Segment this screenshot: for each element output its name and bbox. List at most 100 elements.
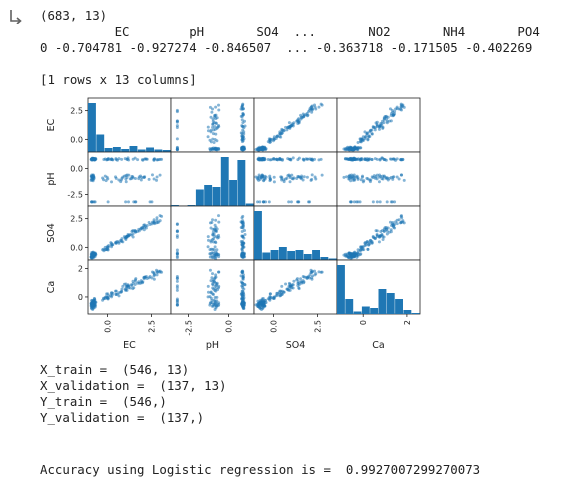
scatter-point [380,124,384,128]
scatter-point [153,157,157,161]
scatter-point [217,214,221,218]
scatter-point [377,240,381,244]
output-arrow-icon[interactable] [8,8,24,24]
scatter-point [347,146,351,150]
scatter-point [105,245,109,249]
scatter-point [214,273,218,277]
dataframe-header: EC pH SO4 ... NO2 NH4 PO4 [40,24,540,39]
scatter-point [155,178,159,182]
scatter-point [158,214,162,218]
scatter-point [384,176,388,180]
scatter-point [160,157,164,161]
scatter-point [302,281,306,285]
scatter-point [210,301,214,305]
scatter-point [152,272,156,276]
scatter-point [106,247,110,251]
scatter-point [157,220,161,224]
scatter-point [387,119,391,123]
histogram-bar [204,185,213,206]
scatter-point [343,252,347,256]
scatter-point [133,176,137,180]
scatter-point [311,107,315,111]
scatter-point [213,114,217,118]
scatter-point [358,137,362,141]
scatter-point [373,128,377,132]
histogram-bar [386,293,395,314]
x-validation-shape: X_validation = (137, 13) [40,378,227,393]
x-tick-label: 0.0 [224,320,233,333]
x-axis-label: pH [206,340,219,351]
scatter-point [367,134,371,138]
scatter-point [206,235,210,239]
scatter-point [307,200,311,204]
scatter-point [211,107,215,111]
scatter-point [372,174,376,178]
scatter-point [278,292,282,296]
scatter-point [105,295,109,299]
scatter-point [114,289,118,293]
scatter-point [266,158,270,162]
scatter-point [381,237,385,241]
panel-Ca-EC [89,268,164,311]
histogram-bar [270,250,279,260]
scatter-point [282,290,286,294]
scatter-point [211,286,215,290]
scatter-point [208,248,212,252]
scatter-point [360,175,364,179]
scatter-point [365,241,369,245]
scatter-point [148,275,152,279]
scatter-point [211,137,215,141]
scatter-point [114,292,118,296]
scatter-point [354,158,358,162]
scatter-point [292,121,296,125]
scatter-point [310,158,314,162]
scatter-point [382,158,386,162]
scatter-point [145,223,149,227]
scatter-point [175,110,179,114]
scatter-point [270,158,274,162]
scatter-point [382,235,386,239]
scatter-point [131,232,135,236]
scatter-point [320,173,324,177]
scatter-point [213,245,217,249]
scatter-point [390,111,394,115]
scatter-point [125,157,129,161]
scatter-point [292,176,296,180]
scatter-point [291,156,295,160]
scatter-point [395,157,399,161]
scatter-point [366,137,370,141]
scatter-point [208,268,212,272]
histogram-bar [137,149,146,152]
scatter-point [242,304,246,308]
scatter-point [375,200,379,204]
scatter-point [397,107,401,111]
y-validation-shape: Y_validation = (137,) [40,410,205,425]
scatter-point [124,180,128,184]
scatter-point [356,248,360,252]
scatter-point [375,235,379,239]
scatter-point [383,115,387,119]
scatter-point [175,126,179,130]
scatter-point [208,138,212,142]
scatter-point [175,297,179,301]
scatter-point [139,178,143,182]
scatter-point [212,248,216,252]
y-axis-label: SO4 [46,223,57,243]
x-axis-label: Ca [372,340,384,351]
scatter-point [287,200,291,204]
panel-SO4-EC [89,214,164,261]
scatter-point [390,200,394,204]
scatter-point [106,200,110,204]
scatter-point [213,301,217,305]
scatter-point [217,103,221,107]
scatter-point [110,245,114,249]
scatter-point [372,236,376,240]
scatter-point [268,295,272,299]
scatter-point [243,232,247,236]
scatter-point [276,291,280,295]
scatter-point [276,158,280,162]
scatter-point [380,156,384,160]
scatter-point [310,110,314,114]
scatter-point [258,200,262,204]
scatter-point [382,229,386,233]
